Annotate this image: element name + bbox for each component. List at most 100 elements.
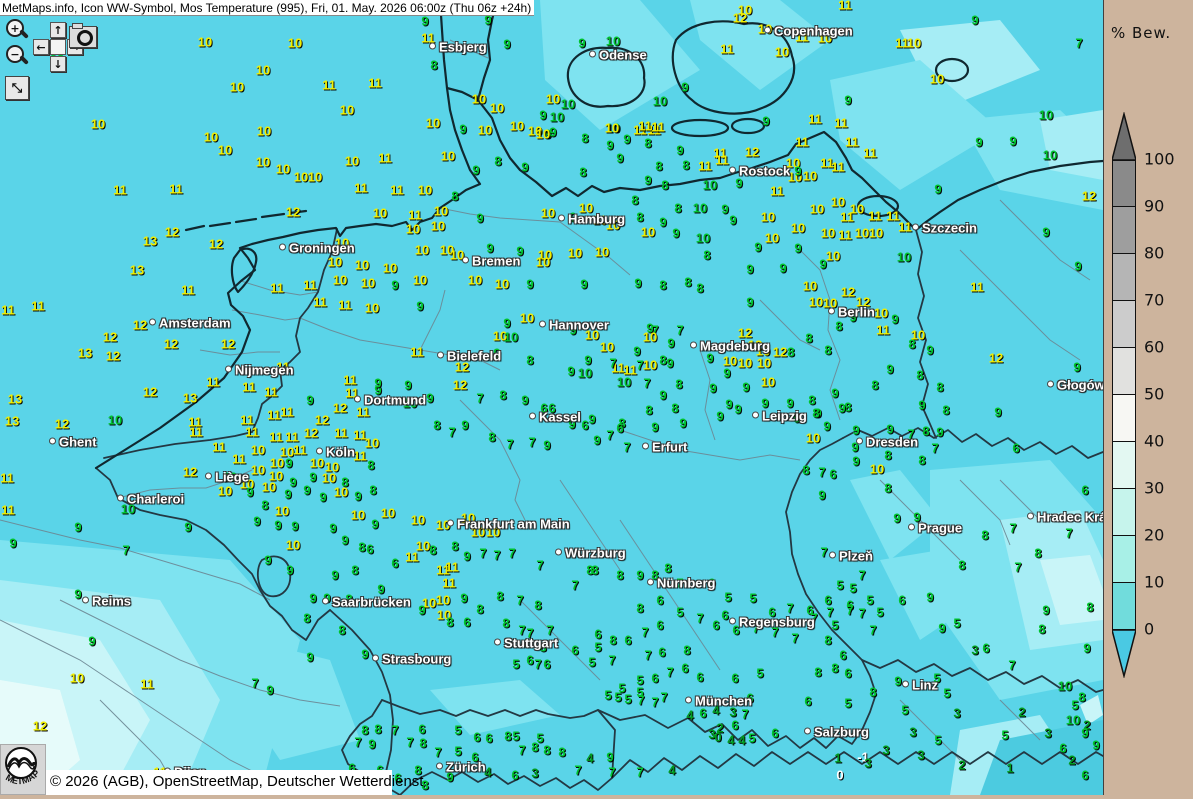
temp-value: 6 bbox=[746, 690, 754, 706]
temp-value: 11 bbox=[445, 559, 459, 575]
temp-value: 10 bbox=[830, 194, 846, 210]
legend-tick-0: 0 bbox=[1144, 619, 1155, 639]
temp-value: 3 bbox=[1044, 725, 1052, 741]
temp-value: 11 bbox=[895, 35, 909, 51]
pan-left-button[interactable]: ← bbox=[33, 39, 49, 55]
temp-value: 8 bbox=[451, 188, 459, 204]
pan-down-button[interactable]: ↓ bbox=[50, 56, 66, 72]
temp-value: 9 bbox=[616, 150, 624, 166]
temp-value: 9 bbox=[331, 567, 339, 583]
temp-value: 11 bbox=[623, 362, 637, 378]
temp-value: 6 bbox=[391, 555, 399, 571]
legend-band bbox=[1112, 395, 1136, 442]
temp-value: 9 bbox=[472, 162, 480, 178]
temp-value: 8 bbox=[936, 379, 944, 395]
zoom-in-button[interactable]: + bbox=[5, 18, 31, 44]
temp-value: 5 bbox=[536, 730, 544, 746]
temp-value: 9 bbox=[1074, 258, 1082, 274]
temp-value: 8 bbox=[534, 597, 542, 613]
temp-value: 9 bbox=[568, 416, 576, 432]
temp-value: 3 bbox=[729, 704, 737, 720]
temp-value: 9 bbox=[754, 239, 762, 255]
temp-value: 11 bbox=[245, 424, 259, 440]
temp-value: 9 bbox=[329, 520, 337, 536]
temp-value: 11 bbox=[408, 207, 422, 223]
temp-value: 10 bbox=[440, 148, 456, 164]
temp-value: 8 bbox=[814, 664, 822, 680]
legend-band bbox=[1112, 583, 1136, 630]
fullscreen-button[interactable]: ⤡ bbox=[5, 76, 29, 100]
legend-band bbox=[1112, 442, 1136, 489]
temp-value: 12 bbox=[855, 294, 871, 310]
temp-value: 8 bbox=[361, 722, 369, 738]
weather-map[interactable]: 1010101010101111101010101010101111111113… bbox=[0, 0, 1104, 795]
temp-value: 7 bbox=[476, 390, 484, 406]
temp-value: 9 bbox=[794, 163, 802, 179]
temp-value: 9 bbox=[463, 548, 471, 564]
temp-value: 6 bbox=[721, 607, 729, 623]
city-label-g-og-w: Głogów bbox=[1047, 379, 1103, 392]
temp-value: 11 bbox=[354, 180, 368, 196]
temp-value: 6 bbox=[804, 693, 812, 709]
temp-value: 11 bbox=[633, 122, 647, 138]
temp-value: 5 bbox=[866, 592, 874, 608]
temp-value: 8 bbox=[539, 639, 547, 655]
temp-value: 9 bbox=[818, 487, 826, 503]
temp-value: 7 bbox=[609, 355, 617, 371]
city-label-frankfurt-am-main: Frankfurt am Main bbox=[447, 518, 570, 531]
temp-value: 5 bbox=[844, 695, 852, 711]
temp-value: 11 bbox=[834, 115, 848, 131]
temp-value: 10 bbox=[592, 212, 608, 228]
city-label-regensburg: Regensburg bbox=[729, 616, 815, 629]
temp-value: 9 bbox=[893, 510, 901, 526]
temp-value: 9 bbox=[934, 181, 942, 197]
temp-value: 6 bbox=[571, 642, 579, 658]
temp-value: 8 bbox=[586, 562, 594, 578]
temp-value: 10 bbox=[255, 62, 271, 78]
temp-value: 11 bbox=[356, 404, 370, 420]
temp-value: 8 bbox=[805, 330, 813, 346]
temp-value: 10 bbox=[436, 607, 452, 623]
temp-value: 7 bbox=[479, 545, 487, 561]
city-label-plze-: Plzeň bbox=[829, 550, 873, 563]
temp-value: 8 bbox=[358, 539, 366, 555]
temp-value: 10 bbox=[339, 102, 355, 118]
temp-value: 5 bbox=[588, 654, 596, 670]
temp-value: 10 bbox=[785, 155, 801, 171]
copyright-bar[interactable]: © 2026 (AGB), OpenStreetMap, Deutscher W… bbox=[46, 770, 423, 795]
map-title: MetMaps.info, Icon WW-Symbol, Mos Temper… bbox=[2, 1, 532, 15]
temp-value: 7 bbox=[518, 742, 526, 758]
temp-value: 10 bbox=[817, 30, 833, 46]
temp-value: 8 bbox=[1078, 689, 1086, 705]
temp-value: 6 bbox=[366, 541, 374, 557]
pan-up-button[interactable]: ↑ bbox=[50, 22, 66, 38]
city-label-strasbourg: Strasbourg bbox=[372, 653, 451, 666]
legend-band bbox=[1112, 348, 1136, 395]
city-marker-icon bbox=[908, 523, 915, 531]
temp-value: 9 bbox=[636, 567, 644, 583]
temp-value: 10 bbox=[1042, 147, 1058, 163]
city-marker-icon bbox=[558, 214, 565, 222]
temp-value: 10 bbox=[492, 328, 508, 344]
metmaps-logo[interactable]: METMAPS bbox=[0, 737, 46, 795]
legend-tick-90: 90 bbox=[1144, 196, 1165, 216]
temp-value: 9 bbox=[374, 375, 382, 391]
temp-value: 10 bbox=[760, 374, 776, 390]
temp-value: 13 bbox=[142, 233, 158, 249]
temp-value: 7 bbox=[858, 567, 866, 583]
temp-value: 10 bbox=[435, 517, 451, 533]
temp-value: 6 bbox=[463, 614, 471, 630]
temp-value: 4 bbox=[668, 762, 676, 778]
zoom-out-button[interactable]: − bbox=[5, 44, 31, 70]
temp-value: 9 bbox=[9, 535, 17, 551]
city-label-bielefeld: Bielefeld bbox=[437, 350, 501, 363]
temp-value: 7 bbox=[528, 434, 536, 450]
temp-value: 11 bbox=[240, 412, 254, 428]
temp-value: 6 bbox=[1059, 740, 1067, 756]
temp-value: 11 bbox=[285, 429, 299, 445]
temp-value: 9 bbox=[1042, 602, 1050, 618]
temp-value: 10 bbox=[470, 524, 486, 540]
snapshot-button[interactable] bbox=[69, 23, 97, 48]
temp-value: 9 bbox=[891, 311, 899, 327]
city-marker-icon bbox=[225, 365, 232, 373]
